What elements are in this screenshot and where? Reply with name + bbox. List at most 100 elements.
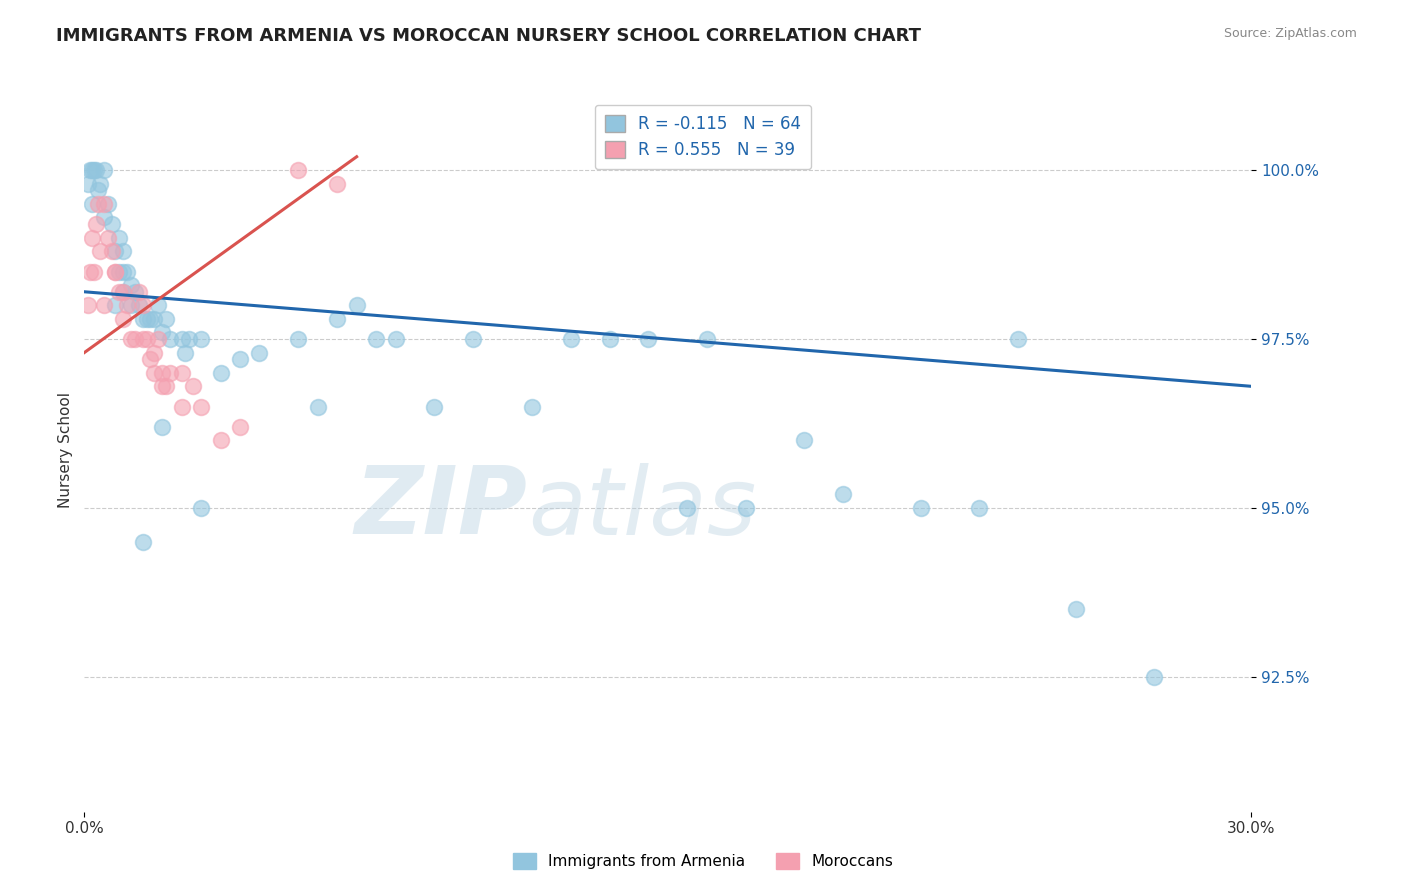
Point bbox=[135, 311, 157, 326]
Point bbox=[84, 163, 107, 178]
Point bbox=[124, 332, 146, 346]
Point bbox=[159, 366, 181, 380]
Point bbox=[307, 400, 329, 414]
Point bbox=[637, 332, 659, 346]
Point bbox=[190, 500, 212, 515]
Point bbox=[120, 278, 142, 293]
Point bbox=[84, 217, 107, 231]
Point bbox=[366, 332, 388, 346]
Point bbox=[87, 197, 110, 211]
Point bbox=[832, 487, 855, 501]
Point bbox=[143, 311, 166, 326]
Point bbox=[97, 197, 120, 211]
Point bbox=[104, 264, 127, 278]
Point bbox=[159, 332, 181, 346]
Point bbox=[100, 217, 122, 231]
Point bbox=[143, 345, 166, 359]
Point bbox=[108, 285, 131, 299]
Point bbox=[229, 352, 252, 367]
Point bbox=[128, 285, 150, 299]
Point bbox=[83, 163, 105, 178]
Point bbox=[148, 298, 170, 312]
Point bbox=[150, 326, 173, 340]
Point bbox=[89, 244, 111, 259]
Point bbox=[115, 264, 138, 278]
Point bbox=[346, 298, 368, 312]
Point bbox=[696, 332, 718, 346]
Point bbox=[1066, 602, 1088, 616]
Point bbox=[287, 163, 309, 178]
Point bbox=[132, 298, 155, 312]
Point bbox=[150, 379, 173, 393]
Point bbox=[128, 298, 150, 312]
Point bbox=[132, 534, 155, 549]
Point bbox=[132, 311, 155, 326]
Point bbox=[77, 177, 100, 191]
Legend: Immigrants from Armenia, Moroccans: Immigrants from Armenia, Moroccans bbox=[508, 847, 898, 875]
Point bbox=[104, 264, 127, 278]
Point bbox=[1007, 332, 1029, 346]
Point bbox=[120, 298, 142, 312]
Point bbox=[326, 177, 349, 191]
Point bbox=[97, 231, 120, 245]
Point bbox=[249, 345, 271, 359]
Point bbox=[170, 366, 193, 380]
Point bbox=[139, 311, 162, 326]
Point bbox=[79, 163, 101, 178]
Point bbox=[82, 197, 104, 211]
Point bbox=[967, 500, 990, 515]
Point bbox=[463, 332, 485, 346]
Point bbox=[910, 500, 932, 515]
Point bbox=[209, 434, 232, 448]
Point bbox=[135, 332, 157, 346]
Point bbox=[139, 352, 162, 367]
Point bbox=[112, 285, 135, 299]
Text: Source: ZipAtlas.com: Source: ZipAtlas.com bbox=[1223, 27, 1357, 40]
Point bbox=[734, 500, 756, 515]
Point bbox=[150, 420, 173, 434]
Point bbox=[82, 163, 104, 178]
Point bbox=[181, 379, 204, 393]
Text: IMMIGRANTS FROM ARMENIA VS MOROCCAN NURSERY SCHOOL CORRELATION CHART: IMMIGRANTS FROM ARMENIA VS MOROCCAN NURS… bbox=[56, 27, 921, 45]
Point bbox=[520, 400, 543, 414]
Point bbox=[93, 197, 115, 211]
Point bbox=[89, 177, 111, 191]
Point bbox=[77, 298, 100, 312]
Point bbox=[108, 264, 131, 278]
Point bbox=[190, 332, 212, 346]
Point bbox=[560, 332, 582, 346]
Point bbox=[150, 366, 173, 380]
Point bbox=[170, 332, 193, 346]
Point bbox=[148, 332, 170, 346]
Point bbox=[155, 311, 177, 326]
Point bbox=[120, 332, 142, 346]
Point bbox=[155, 379, 177, 393]
Point bbox=[93, 211, 115, 225]
Point bbox=[82, 231, 104, 245]
Legend: R = -0.115   N = 64, R = 0.555   N = 39: R = -0.115 N = 64, R = 0.555 N = 39 bbox=[595, 104, 811, 169]
Point bbox=[599, 332, 621, 346]
Point bbox=[93, 298, 115, 312]
Point bbox=[108, 231, 131, 245]
Point bbox=[1143, 670, 1166, 684]
Point bbox=[104, 298, 127, 312]
Point bbox=[170, 400, 193, 414]
Point bbox=[79, 264, 101, 278]
Text: atlas: atlas bbox=[527, 463, 756, 554]
Point bbox=[93, 163, 115, 178]
Point bbox=[83, 264, 105, 278]
Point bbox=[287, 332, 309, 346]
Point bbox=[229, 420, 252, 434]
Point bbox=[112, 264, 135, 278]
Point bbox=[423, 400, 446, 414]
Point bbox=[124, 285, 146, 299]
Point bbox=[100, 244, 122, 259]
Point bbox=[326, 311, 349, 326]
Point bbox=[143, 366, 166, 380]
Point bbox=[209, 366, 232, 380]
Point bbox=[104, 244, 127, 259]
Point bbox=[676, 500, 699, 515]
Point bbox=[132, 332, 155, 346]
Point bbox=[115, 298, 138, 312]
Text: ZIP: ZIP bbox=[354, 462, 527, 554]
